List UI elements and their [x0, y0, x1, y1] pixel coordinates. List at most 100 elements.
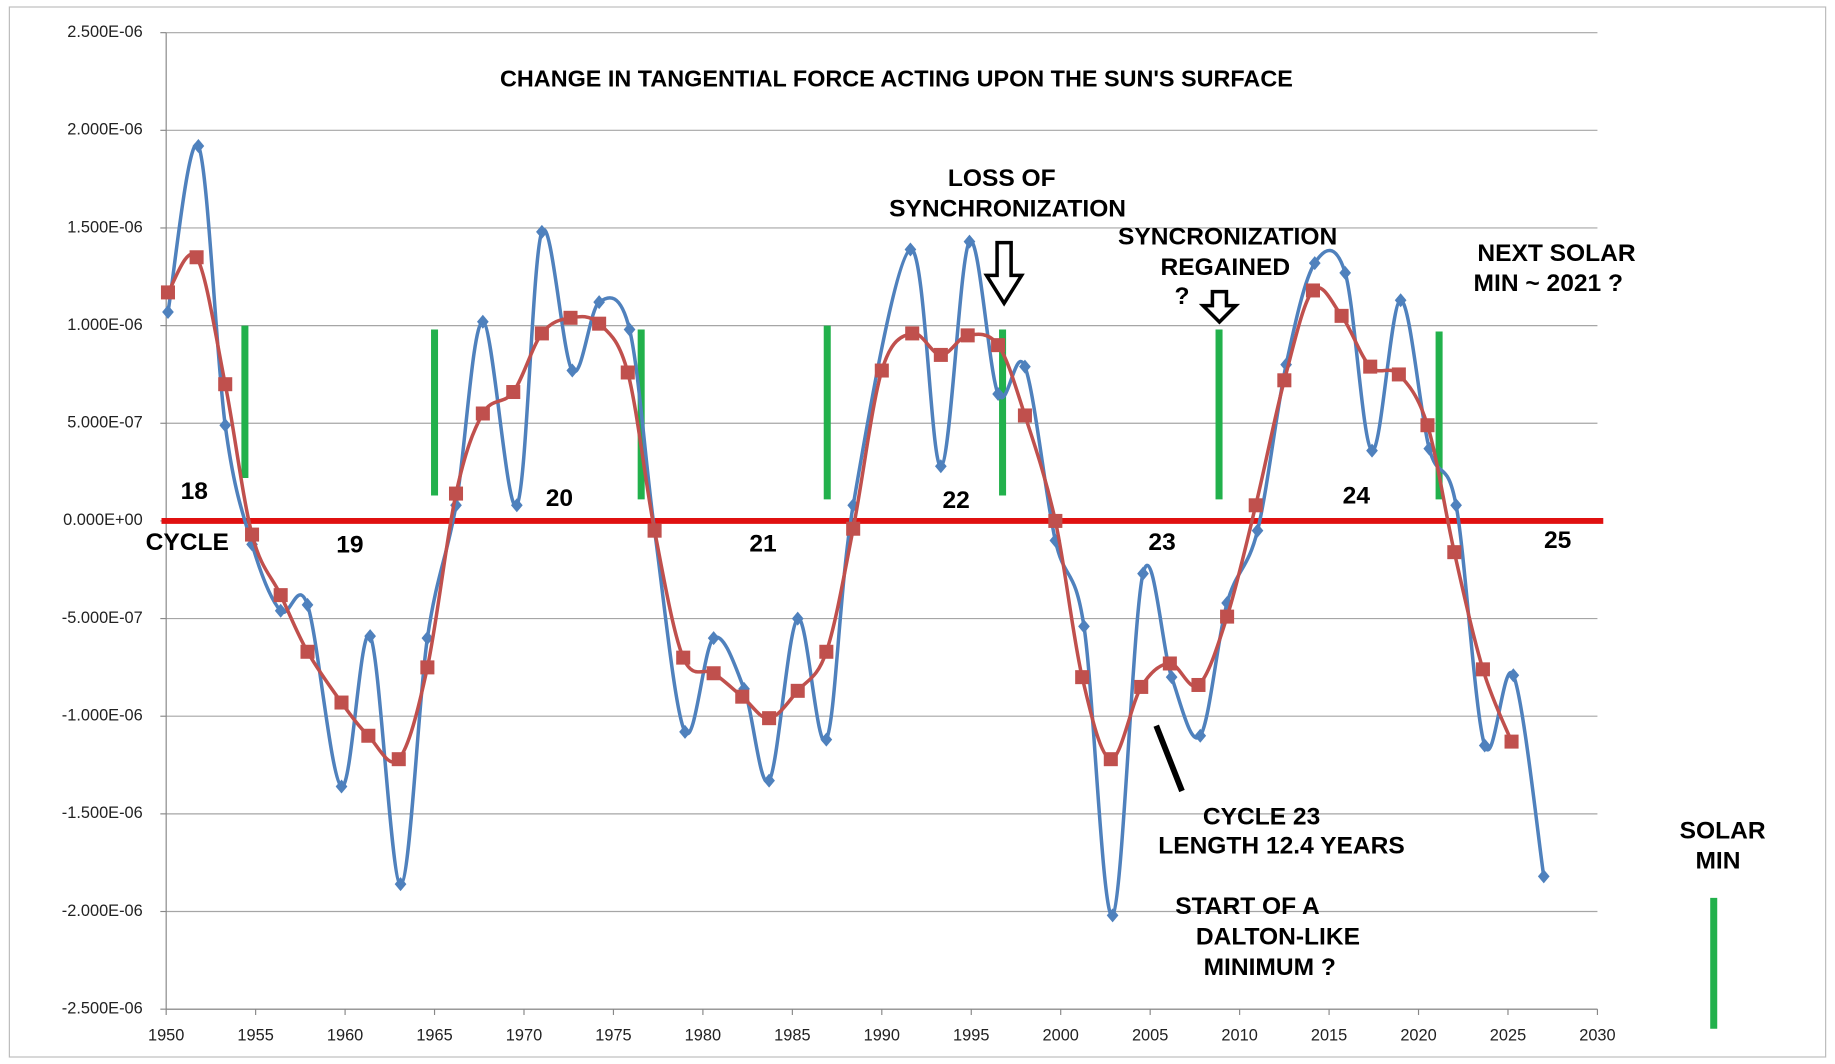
data-point [593, 295, 605, 310]
data-point [963, 234, 976, 249]
data-point [1194, 728, 1207, 743]
annotation: 21 [749, 530, 776, 557]
data-point [934, 459, 947, 474]
annotation: 20 [546, 485, 573, 512]
annotation: SYNCRONIZATION [1118, 224, 1337, 251]
data-point [623, 322, 636, 337]
data-point [510, 498, 523, 513]
pointer-line [1153, 724, 1185, 793]
data-point [991, 338, 1006, 353]
data-point [1103, 752, 1118, 767]
x-tick-label: 1970 [506, 1026, 542, 1044]
annotation: SOLAR [1680, 817, 1766, 844]
data-point [536, 224, 548, 239]
data-point [679, 724, 691, 739]
data-point [706, 666, 721, 681]
data-point [1017, 408, 1032, 423]
data-point [1134, 679, 1149, 694]
data-point [904, 242, 917, 257]
data-point [274, 603, 287, 618]
data-point [735, 689, 750, 704]
data-point [566, 363, 579, 378]
annotation: DALTON-LIKE [1196, 924, 1360, 951]
data-point [420, 660, 435, 675]
chart-frame [8, 6, 1827, 1058]
data-point [933, 347, 948, 362]
data-point [300, 644, 315, 659]
data-point [391, 752, 406, 767]
annotation: LOSS OF [948, 165, 1056, 192]
data-point [1478, 738, 1491, 753]
data-point [791, 611, 804, 626]
annotation: CYCLE [146, 529, 229, 556]
x-tick-label: 2015 [1311, 1026, 1347, 1044]
data-point [707, 631, 720, 646]
data-point [1305, 283, 1320, 298]
data-point [1447, 545, 1462, 560]
annotation: ? [1174, 283, 1189, 310]
annotation: 24 [1343, 483, 1371, 510]
data-point [1334, 308, 1349, 323]
data-point [421, 631, 434, 646]
data-point [1277, 373, 1292, 388]
x-tick-label: 2025 [1490, 1026, 1526, 1044]
data-point [620, 365, 635, 380]
data-point [273, 588, 288, 603]
annotation: 19 [336, 532, 363, 559]
annotation: 23 [1148, 529, 1175, 556]
arrow [983, 240, 1241, 325]
data-point [1420, 418, 1435, 433]
data-point [1450, 498, 1462, 513]
data-point [1048, 513, 1063, 528]
y-tick-label: 1.500E-06 [67, 218, 143, 236]
x-tick-label: 2005 [1132, 1026, 1168, 1044]
data-point [1165, 670, 1178, 685]
y-tick-label: -5.000E-07 [62, 609, 143, 627]
x-tick-label: 2000 [1043, 1026, 1079, 1044]
annotation: NEXT SOLAR [1477, 240, 1636, 267]
data-point [1339, 265, 1352, 280]
x-tick-label: 1955 [237, 1026, 273, 1044]
data-point [874, 363, 889, 378]
data-point [676, 650, 691, 665]
data-point [189, 250, 204, 265]
annotation: START OF A [1175, 893, 1320, 920]
y-tick-label: 5.000E-07 [67, 414, 143, 432]
data-point [361, 728, 376, 743]
x-tick-label: 1995 [953, 1026, 989, 1044]
data-point [534, 326, 549, 341]
data-point [218, 377, 233, 392]
y-tick-label: -2.500E-06 [62, 999, 143, 1017]
x-tick-label: 1960 [327, 1026, 363, 1044]
annotation: MIN [1695, 848, 1740, 875]
data-point [820, 732, 833, 747]
data-point [192, 138, 205, 153]
x-tick-label: 2010 [1221, 1026, 1257, 1044]
annotation: MINIMUM ? [1204, 954, 1336, 981]
annotation: REGAINED [1160, 254, 1290, 281]
data-point [763, 773, 775, 788]
data-point [448, 486, 464, 501]
chart-title: CHANGE IN TANGENTIAL FORCE ACTING UPON T… [500, 66, 1293, 92]
data-point [905, 326, 920, 341]
annotation: MIN ~ 2021 ? [1474, 270, 1623, 297]
data-point [1366, 443, 1378, 458]
data-point [1507, 668, 1520, 683]
data-point [1019, 359, 1031, 374]
data-point [245, 527, 260, 542]
data-point [762, 711, 777, 726]
annotation: SYNCHRONIZATION [889, 196, 1126, 223]
data-point [647, 523, 662, 538]
y-tick-label: -1.000E-06 [62, 707, 143, 725]
y-tick-label: 2.000E-06 [67, 121, 143, 139]
data-point [301, 597, 314, 612]
x-tick-label: 1990 [864, 1026, 900, 1044]
data-point [1475, 662, 1490, 677]
x-tick-label: 1980 [685, 1026, 721, 1044]
x-tick-label: 1975 [595, 1026, 631, 1044]
data-point [1391, 367, 1406, 382]
y-tick-label: 1.000E-06 [67, 316, 143, 334]
data-point [790, 683, 805, 698]
